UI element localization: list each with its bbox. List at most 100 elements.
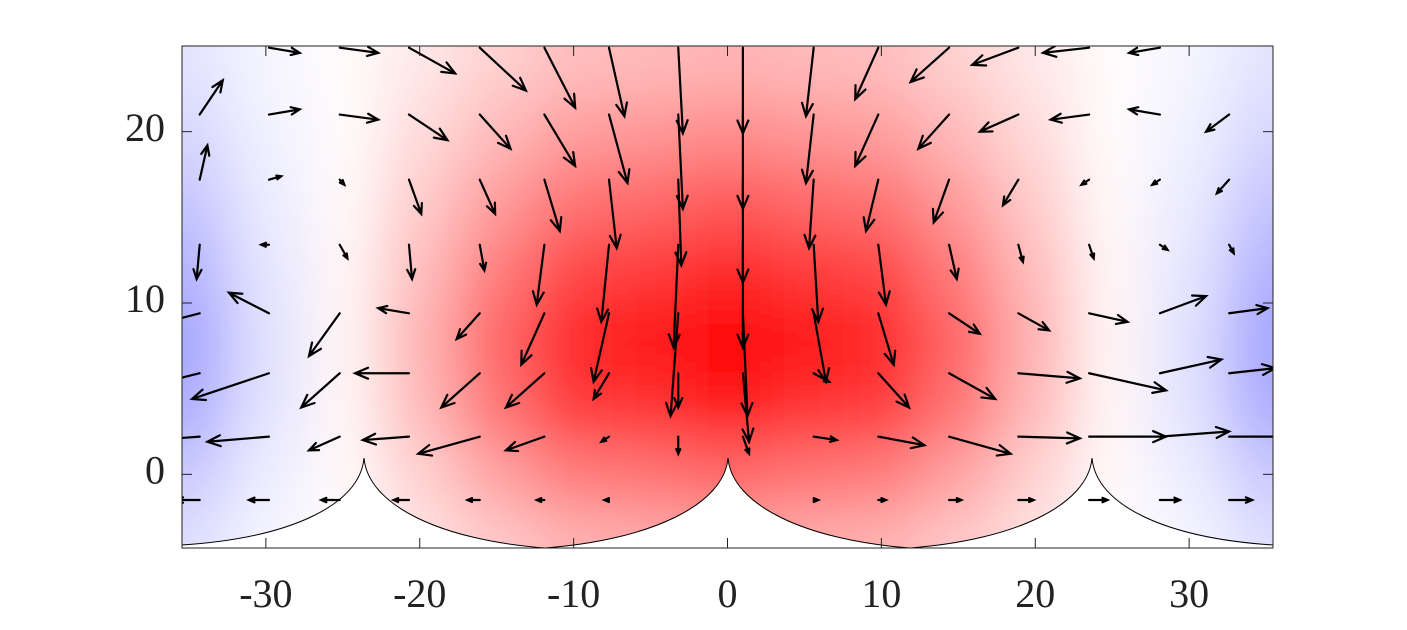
arrow — [908, 46, 951, 84]
arrow-shape — [601, 496, 611, 504]
arrow-shape — [478, 178, 497, 217]
arrow — [543, 46, 577, 111]
arrow-shape — [1017, 431, 1083, 445]
arrow — [947, 312, 983, 336]
arrow-shape — [947, 243, 960, 282]
arrow-shape — [182, 496, 201, 504]
arrow-shape — [947, 435, 1014, 457]
arrow-shape — [736, 46, 750, 137]
x-tick-label: 30 — [1169, 571, 1209, 616]
arrow-shape — [877, 243, 891, 308]
arrow-shape — [454, 312, 481, 342]
arrow-shape — [741, 435, 751, 457]
arrow — [969, 46, 1020, 67]
field-cell — [765, 302, 844, 373]
arrow-shape — [854, 46, 880, 102]
arrow — [299, 372, 341, 410]
arrow — [596, 243, 611, 325]
field-cell — [304, 165, 383, 236]
arrow-shape — [338, 112, 381, 124]
field-cell — [1150, 234, 1229, 304]
field-cell — [996, 371, 1075, 442]
arrow-shape — [598, 435, 611, 444]
arrow — [607, 113, 631, 186]
arrow-shape — [1126, 106, 1161, 116]
arrow-shape — [246, 496, 271, 504]
arrow — [1088, 312, 1131, 326]
arrow — [854, 46, 880, 102]
y-tick-label: 20 — [125, 105, 165, 150]
arrow-shape — [812, 312, 831, 385]
field-cell — [381, 234, 460, 304]
arrow-shape — [877, 435, 928, 450]
arrow-shape — [1017, 370, 1083, 384]
arrow — [1158, 294, 1209, 315]
arrow — [877, 243, 891, 308]
field-cell — [1227, 302, 1273, 373]
field-cell — [1073, 234, 1152, 304]
field-cell — [227, 371, 306, 442]
field-cell — [1227, 97, 1273, 167]
field-cell — [689, 234, 767, 304]
field-cell — [689, 97, 767, 167]
arrow — [800, 46, 815, 120]
arrow — [258, 241, 271, 248]
arrow — [1158, 496, 1183, 504]
field-cell — [1227, 234, 1273, 304]
x-tick-label: 0 — [718, 571, 738, 616]
arrow — [503, 435, 546, 453]
arrow — [1228, 303, 1271, 316]
arrow-shape — [1126, 46, 1161, 57]
arrow-shape — [478, 46, 528, 93]
field-cell — [381, 46, 460, 99]
arrow — [454, 312, 481, 342]
arrow — [338, 46, 381, 58]
arrow — [359, 432, 411, 446]
field-cell — [304, 371, 383, 442]
arrow-shape — [439, 372, 481, 410]
arrow — [198, 142, 211, 181]
arrow-shape — [675, 46, 689, 137]
arrow-shape — [464, 496, 481, 504]
arrow — [533, 496, 546, 504]
field-cell — [842, 302, 921, 373]
arrow — [1017, 243, 1025, 265]
arrow — [736, 46, 750, 137]
arrow — [877, 372, 911, 410]
field-cell — [227, 165, 306, 236]
field-cell — [304, 302, 383, 373]
arrow-shape — [877, 496, 889, 504]
arrow — [478, 178, 497, 217]
arrow — [204, 434, 271, 448]
arrow-shape — [803, 178, 817, 251]
field-cell — [765, 371, 844, 442]
arrow-shape — [1088, 312, 1131, 326]
field-cell — [765, 440, 844, 510]
field-cell — [919, 165, 998, 236]
arrow — [1079, 178, 1091, 187]
field-cell — [996, 440, 1075, 510]
field-cell — [765, 97, 844, 167]
field-cell — [535, 165, 614, 236]
arrow-shape — [916, 113, 951, 151]
arrow — [675, 435, 682, 457]
arrow-shape — [673, 372, 684, 411]
boundary — [181, 457, 1274, 549]
arrow — [415, 435, 481, 457]
field-cell — [458, 234, 537, 304]
arrow — [352, 366, 411, 380]
arrow — [1017, 431, 1083, 445]
arrow — [601, 496, 611, 504]
arrow — [503, 372, 546, 410]
arrow-shape — [503, 372, 546, 410]
arrow-shape — [338, 178, 347, 187]
arrow — [1203, 113, 1231, 134]
arrow — [1001, 178, 1020, 208]
arrow — [478, 243, 488, 274]
arrow — [182, 372, 201, 379]
arrow-shape — [854, 113, 880, 169]
arrow-shape — [520, 312, 546, 368]
arrow-shape — [226, 291, 271, 315]
arrow-shape — [258, 241, 271, 248]
arrow-shape — [741, 372, 755, 445]
